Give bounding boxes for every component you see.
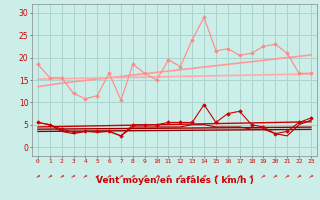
Text: →: → — [35, 173, 41, 179]
Text: →: → — [130, 173, 136, 179]
Text: →: → — [272, 173, 278, 179]
Text: →: → — [236, 173, 243, 179]
Text: →: → — [248, 173, 255, 179]
Text: →: → — [165, 173, 172, 179]
Text: →: → — [153, 173, 160, 179]
Text: →: → — [141, 173, 148, 179]
X-axis label: Vent moyen/en rafales ( km/h ): Vent moyen/en rafales ( km/h ) — [96, 176, 253, 185]
Text: →: → — [118, 173, 124, 179]
Text: →: → — [82, 173, 89, 179]
Text: →: → — [260, 173, 267, 179]
Text: →: → — [46, 173, 53, 179]
Text: →: → — [284, 173, 290, 179]
Text: →: → — [225, 173, 231, 179]
Text: →: → — [189, 173, 196, 179]
Text: →: → — [94, 173, 100, 179]
Text: →: → — [70, 173, 77, 179]
Text: →: → — [296, 173, 302, 179]
Text: →: → — [201, 173, 207, 179]
Text: →: → — [213, 173, 219, 179]
Text: →: → — [106, 173, 112, 179]
Text: →: → — [59, 173, 65, 179]
Text: →: → — [308, 173, 314, 179]
Text: →: → — [177, 173, 184, 179]
